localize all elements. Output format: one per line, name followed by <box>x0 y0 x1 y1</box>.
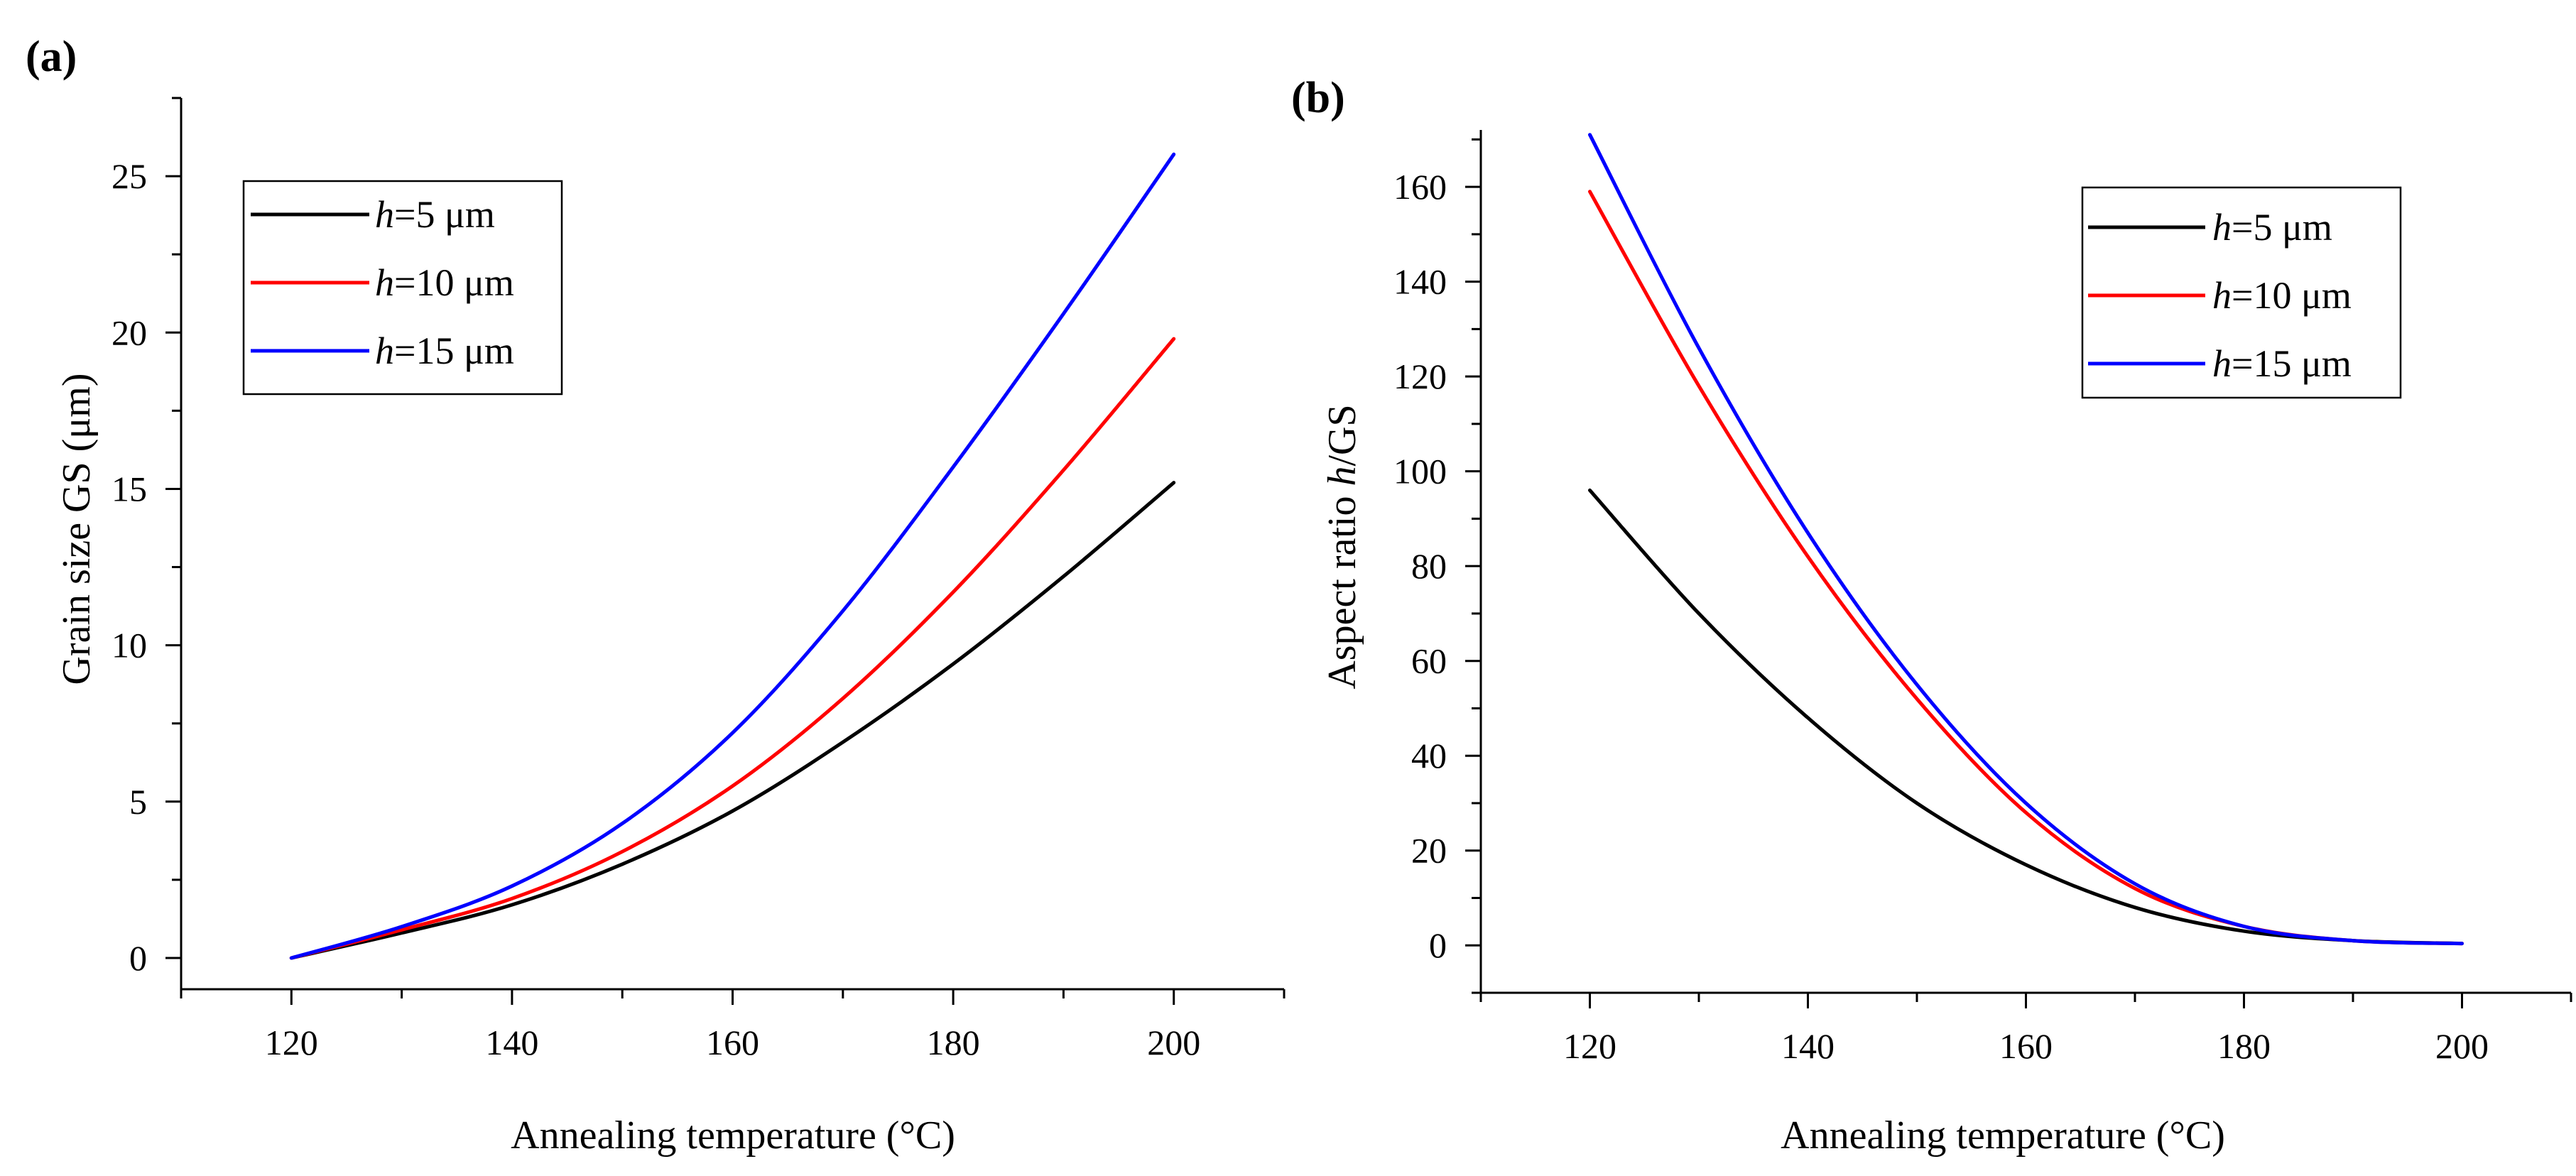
panel-a-legend-label-3: h=15 μm <box>375 330 514 372</box>
panel-a-y-tick-label: 5 <box>129 782 147 822</box>
legend-value: =15 μm <box>2232 342 2352 385</box>
panel-a-y-tick-label: 0 <box>129 938 147 978</box>
panel-a-label: (a) <box>26 33 77 81</box>
panel-a-series-line-2 <box>289 337 1176 960</box>
legend-value: =15 μm <box>394 330 514 372</box>
panel-a-x-tick-label: 200 <box>1147 1023 1200 1062</box>
panel-b-series-line-3 <box>1588 133 2464 946</box>
panel-a-series-line-1 <box>289 481 1176 960</box>
panel-a: (a) 120 140 160 180 200 0 5 10 15 20 25 Annealing … <box>26 33 1286 1158</box>
panel-b-series <box>1588 133 2464 946</box>
legend-value: =10 μm <box>394 261 514 304</box>
panel-a-x-tick-label: 120 <box>265 1023 318 1062</box>
panel-b-label: (b) <box>1291 74 1345 122</box>
panel-a-y-tick-label: 15 <box>112 469 147 508</box>
legend-var: h <box>2212 342 2232 385</box>
panel-a-x-axis-title: Annealing temperature (°C) <box>511 1114 955 1158</box>
panel-b-x-tick-label: 120 <box>1563 1026 1616 1066</box>
panel-a-y-tick-label: 20 <box>112 312 147 352</box>
panel-b-y-tick-label: 160 <box>1393 167 1447 207</box>
panel-a-y-tick-label: 25 <box>112 156 147 196</box>
panel-a-ticks: 120 140 160 180 200 0 5 10 15 20 25 <box>112 97 1286 1062</box>
panel-b-legend-label-1: h=5 μm <box>2212 206 2332 249</box>
panel-b-x-tick-label: 160 <box>1999 1026 2053 1066</box>
panel-b-y-tick-label: 120 <box>1393 356 1447 396</box>
panel-b-y-tick-label: 20 <box>1411 831 1447 871</box>
panel-b-series-line-1 <box>1588 488 2464 946</box>
panel-a-legend-label-2: h=10 μm <box>375 261 514 304</box>
legend-var: h <box>375 261 394 304</box>
panel-b-y-title-suffix: /GS <box>1320 404 1364 466</box>
panel-a-series <box>289 152 1176 960</box>
legend-var: h <box>375 330 394 372</box>
panel-b-y-tick-label: 140 <box>1393 262 1447 302</box>
legend-var: h <box>2212 206 2232 249</box>
panel-b-y-tick-label: 100 <box>1393 452 1447 491</box>
panel-a-series-line-3 <box>289 152 1176 960</box>
panel-a-legend-label-1: h=5 μm <box>375 193 495 236</box>
panel-b-y-title-var: h <box>1320 467 1364 486</box>
panel-b: (b) 120 140 160 180 200 0 20 40 60 80 100 120 140 160… <box>1291 74 2572 1158</box>
legend-value: =5 μm <box>394 193 495 236</box>
panel-a-x-tick-label: 140 <box>485 1023 538 1062</box>
legend-var: h <box>375 193 394 236</box>
panel-b-y-title-prefix: Aspect ratio <box>1320 486 1364 690</box>
panel-a-y-axis-title: Grain size GS (μm) <box>55 373 99 685</box>
legend-value: =5 μm <box>2232 206 2332 249</box>
panel-a-x-tick-label: 180 <box>927 1023 980 1062</box>
panel-b-ticks: 120 140 160 180 200 0 20 40 60 80 100 120 140 160 <box>1393 130 2572 1066</box>
legend-var: h <box>2212 274 2232 317</box>
panel-b-x-axis-title: Annealing temperature (°C) <box>1781 1114 2225 1158</box>
legend-value: =10 μm <box>2232 274 2352 317</box>
panel-b-legend-label-2: h=10 μm <box>2212 274 2352 317</box>
panel-b-y-tick-label: 80 <box>1411 546 1447 586</box>
panel-b-x-tick-label: 140 <box>1781 1026 1835 1066</box>
panel-a-x-tick-label: 160 <box>706 1023 759 1062</box>
panel-b-legend: h=5 μmh=10 μmh=15 μm <box>2081 186 2402 399</box>
panel-b-y-tick-label: 40 <box>1411 736 1447 775</box>
panel-b-y-axis-title: Aspect ratio h/GS <box>1320 404 1364 689</box>
panel-a-legend-box <box>242 180 563 396</box>
panel-b-y-tick-label: 60 <box>1411 641 1447 681</box>
panel-b-legend-label-3: h=15 μm <box>2212 342 2352 385</box>
panel-a-legend: h=5 μmh=10 μmh=15 μm <box>242 180 563 396</box>
panel-a-y-tick-label: 10 <box>112 626 147 665</box>
panel-b-x-tick-label: 180 <box>2217 1026 2271 1066</box>
panel-b-x-tick-label: 200 <box>2435 1026 2489 1066</box>
panel-b-y-tick-label: 0 <box>1429 925 1447 965</box>
